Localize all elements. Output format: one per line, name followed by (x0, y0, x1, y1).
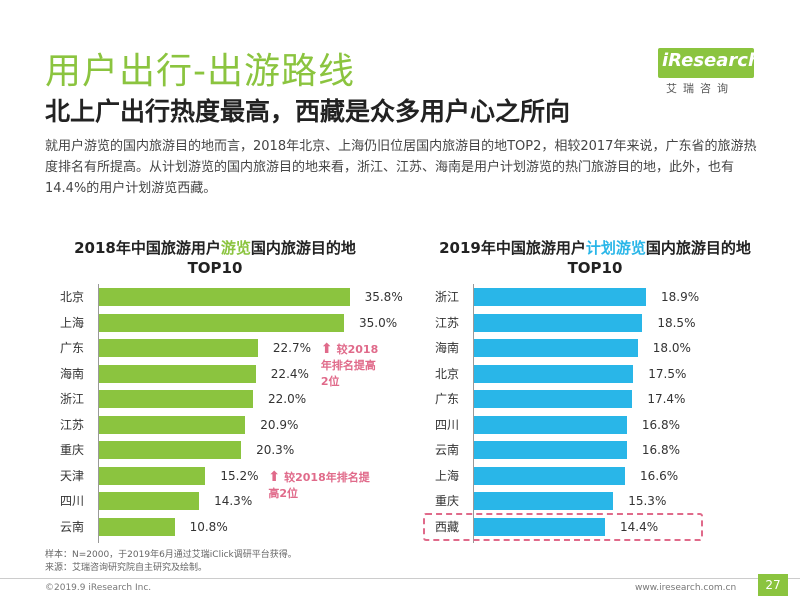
annotation-text: 较2018年排名提高2位 (320, 343, 379, 388)
category-label: 上海 (434, 468, 459, 483)
page-number: 27 (758, 574, 788, 596)
category-label: 浙江 (434, 290, 459, 304)
bar (474, 339, 638, 357)
data-label: 16.8% (641, 443, 680, 457)
chart-planned-destinations: 2019年中国旅游用户计划游览国内旅游目的地 TOP10 浙江 18.9% 江苏 18… (423, 238, 765, 543)
bar (99, 339, 258, 357)
bar (474, 492, 614, 510)
chart-title-highlight: 游览 (220, 239, 251, 257)
bar (99, 466, 206, 485)
rank-annotation: ⬆ 较2018年排名提高2位 (321, 341, 380, 389)
bar (474, 390, 633, 408)
category-label: 重庆 (59, 443, 84, 457)
category-label: 浙江 (59, 392, 84, 406)
data-label: 35.8% (364, 290, 403, 304)
page-title: 用户出行-出游路线 (45, 51, 355, 92)
highlight-box (423, 512, 703, 541)
source-notes: 样本：N=2000，于2019年6月通过艾瑞iClick调研平台获得。 来源：艾… (45, 549, 297, 575)
category-label: 北京 (434, 366, 459, 381)
copyright: ©2019.9 iResearch Inc. (45, 583, 152, 593)
chart-title-part1: 2018年中国旅游用户 (74, 239, 221, 257)
bar (99, 517, 175, 536)
category-label: 海南 (59, 366, 84, 381)
bar (99, 288, 350, 306)
bar (474, 364, 634, 383)
bar (474, 288, 646, 306)
data-label: 35.0% (359, 315, 398, 330)
data-label: 22.7% (272, 341, 312, 355)
category-label: 四川 (434, 417, 459, 432)
data-label: 16.8% (641, 417, 680, 432)
data-label: 22.0% (268, 392, 307, 406)
chart-axis (473, 284, 474, 543)
data-label: 18.9% (660, 290, 700, 304)
category-label: 广东 (59, 341, 84, 355)
chart-title-highlight: 计划游览 (585, 239, 646, 257)
category-label: 江苏 (434, 315, 459, 330)
data-label: 15.2% (220, 468, 259, 483)
bar (474, 466, 626, 485)
footer-divider (0, 578, 800, 579)
bar (474, 517, 606, 536)
data-label: 18.5% (657, 315, 696, 330)
chart-title-part2: 国内旅游目的地 (645, 239, 751, 257)
iresearch-logo: iResearch 艾瑞咨询 (658, 40, 768, 100)
data-label: 14.3% (214, 494, 253, 508)
category-label: 江苏 (59, 417, 84, 432)
data-label: 22.4% (270, 366, 309, 381)
chart-axis (98, 284, 99, 543)
bar (474, 313, 643, 332)
bar (99, 415, 246, 434)
up-arrow-icon: ⬆ (320, 341, 333, 357)
chart-title-line2: TOP10 (567, 259, 623, 277)
bar (99, 313, 344, 332)
logo-subtext: 艾瑞咨询 (666, 82, 734, 95)
bar (99, 441, 242, 459)
category-label: 广东 (434, 392, 459, 406)
intro-paragraph: 就用户游览的国内旅游目的地而言，2018年北京、上海仍旧位居国内旅游目的地TOP… (45, 139, 757, 196)
website-link[interactable]: www.iresearch.com.cn (635, 583, 737, 593)
category-label: 西藏 (434, 519, 459, 534)
category-label: 云南 (59, 519, 84, 534)
category-label: 上海 (59, 315, 84, 330)
logo-background (658, 48, 754, 78)
logo-text: iResearch (662, 50, 761, 71)
chart-title: 2019年中国旅游用户计划游览国内旅游目的地 TOP10 (425, 238, 765, 278)
bar (99, 492, 200, 510)
data-label: 15.3% (628, 494, 667, 508)
page-subtitle: 北上广出行热度最高，西藏是众多用户心之所向 (45, 97, 571, 126)
up-arrow-icon: ⬆ (268, 468, 281, 485)
chart-title-part2: 国内旅游目的地 (250, 239, 356, 257)
category-label: 重庆 (434, 494, 459, 508)
rank-annotation: ⬆ 较2018年排名提高2位 (268, 469, 380, 501)
chart-visited-destinations: 2018年中国旅游用户游览国内旅游目的地 TOP10 北京 35.8% 上海 35.0… (50, 238, 403, 543)
bar (99, 364, 256, 383)
chart-title: 2018年中国旅游用户游览国内旅游目的地 TOP10 (50, 238, 380, 278)
chart-title-part1: 2019年中国旅游用户 (439, 239, 586, 257)
bar (99, 390, 253, 408)
category-label: 四川 (59, 494, 84, 508)
data-label: 10.8% (189, 519, 228, 534)
data-label: 16.6% (640, 468, 679, 483)
category-label: 云南 (434, 443, 459, 457)
data-label: 17.5% (648, 366, 687, 381)
annotation-text: 较2018年排名提高2位 (268, 470, 370, 500)
data-label: 20.9% (260, 417, 299, 432)
bar (474, 441, 627, 459)
bar (474, 415, 627, 434)
data-label: 17.4% (647, 392, 686, 406)
data-label: 14.4% (620, 519, 659, 534)
sample-note: 样本：N=2000，于2019年6月通过艾瑞iClick调研平台获得。 (45, 550, 297, 560)
chart-title-line2: TOP10 (187, 259, 243, 277)
category-label: 北京 (59, 290, 84, 304)
data-label: 20.3% (256, 443, 295, 457)
data-label: 18.0% (652, 341, 691, 355)
source-note: 来源：艾瑞咨询研究院自主研究及绘制。 (45, 563, 208, 573)
category-label: 海南 (434, 341, 459, 355)
category-label: 天津 (59, 468, 84, 483)
